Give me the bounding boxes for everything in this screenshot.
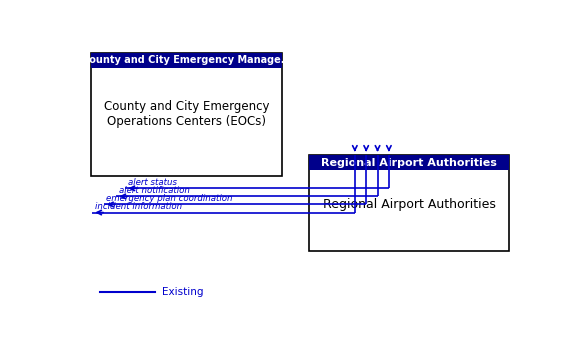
Text: incident information: incident information	[94, 202, 182, 211]
Text: emergency plan coordination: emergency plan coordination	[107, 194, 233, 203]
Bar	[309, 155, 509, 252]
Text: alert status: alert status	[128, 178, 177, 187]
Text: Regional Airport Authorities: Regional Airport Authorities	[323, 198, 496, 211]
Text: Existing: Existing	[162, 287, 203, 297]
Text: County and City Emergency Manage...: County and City Emergency Manage...	[82, 55, 292, 65]
Text: alert notification: alert notification	[118, 186, 189, 195]
Text: County and City Emergency
Operations Centers (EOCs): County and City Emergency Operations Cen…	[104, 99, 270, 128]
Bar	[309, 155, 509, 170]
Text: Regional Airport Authorities: Regional Airport Authorities	[321, 157, 498, 168]
Bar	[91, 53, 282, 68]
Bar	[91, 53, 282, 176]
